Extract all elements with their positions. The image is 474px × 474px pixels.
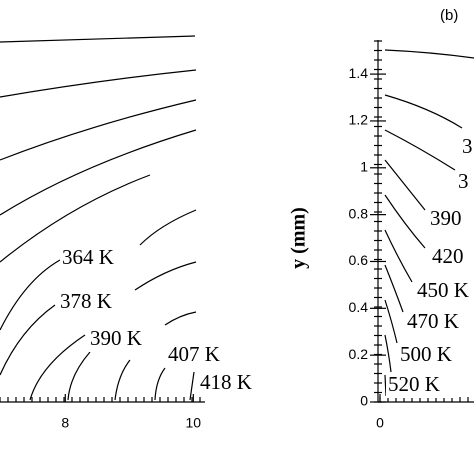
label-bg: [58, 291, 128, 315]
contours-a: [0, 35, 197, 401]
contour-label: 390: [430, 206, 462, 230]
label-bg: [166, 344, 236, 368]
contour-line: [0, 99, 197, 161]
contour-label: 378 K: [60, 289, 112, 313]
y-tick-label: 0: [360, 393, 368, 409]
y-tick-label: 0.2: [349, 346, 369, 362]
y-tick-label: 1.2: [349, 112, 369, 128]
label-bg: [405, 311, 474, 335]
label-bg: [398, 344, 468, 368]
label-bg: [428, 208, 474, 232]
contour-label: 450 K: [417, 278, 469, 302]
contour-label: 520 K: [388, 372, 440, 396]
label-bg: [415, 280, 474, 304]
x-tick-label: 0: [376, 415, 384, 431]
contour-line: [384, 229, 413, 283]
contour-line: [384, 374, 387, 397]
x-tick-label: 10: [186, 415, 202, 431]
contour-line: [0, 259, 61, 331]
contour-label: 364 K: [62, 245, 114, 269]
label-bg: [456, 171, 474, 195]
contour-line: [29, 334, 86, 401]
contour-line: [0, 129, 197, 216]
contour-line: [114, 359, 131, 401]
contours-b: [384, 49, 474, 397]
contour-line: [134, 261, 197, 291]
label-bg: [386, 374, 456, 398]
label-bg: [198, 372, 268, 396]
y-tick-label: 0.6: [349, 252, 369, 268]
panel-label: (b): [440, 7, 458, 24]
x-tick-label: 8: [61, 415, 69, 431]
contour-line: [384, 264, 404, 313]
contour-label: 390 K: [90, 326, 142, 350]
contour-line: [384, 129, 456, 171]
y-axis-label: y (mm): [288, 207, 310, 269]
contour-line: [384, 194, 426, 249]
label-bg: [460, 136, 474, 160]
contour-label: 407 K: [168, 342, 220, 366]
contour-line: [0, 69, 197, 98]
contour-label: 3: [458, 169, 469, 193]
contour-label: 3: [462, 134, 473, 158]
contour-line: [384, 94, 463, 129]
contour-label: 418 K: [200, 370, 252, 394]
y-tick-label: 0.4: [349, 299, 369, 315]
contour-line: [154, 367, 166, 401]
y-tick-label: 1: [360, 158, 368, 174]
contour-line: [0, 174, 151, 263]
contour-line: [384, 49, 474, 59]
contour-line: [67, 351, 91, 401]
contour-line: [384, 334, 392, 373]
contour-line: [189, 371, 195, 401]
contour-line: [384, 159, 426, 211]
label-bg: [60, 247, 130, 271]
y-tick-label: 0.8: [349, 205, 369, 221]
label-bg: [88, 328, 158, 352]
label-bg: [430, 246, 474, 270]
contour-label: 470 K: [407, 309, 459, 333]
contour-line: [384, 299, 398, 344]
contour-line: [164, 311, 197, 326]
contour-label: 500 K: [400, 342, 452, 366]
contour-label: 420: [432, 244, 464, 268]
y-tick-label: 1.4: [349, 65, 369, 81]
contour-line: [0, 304, 56, 376]
contour-line: [0, 35, 196, 43]
contour-line: [139, 209, 197, 246]
